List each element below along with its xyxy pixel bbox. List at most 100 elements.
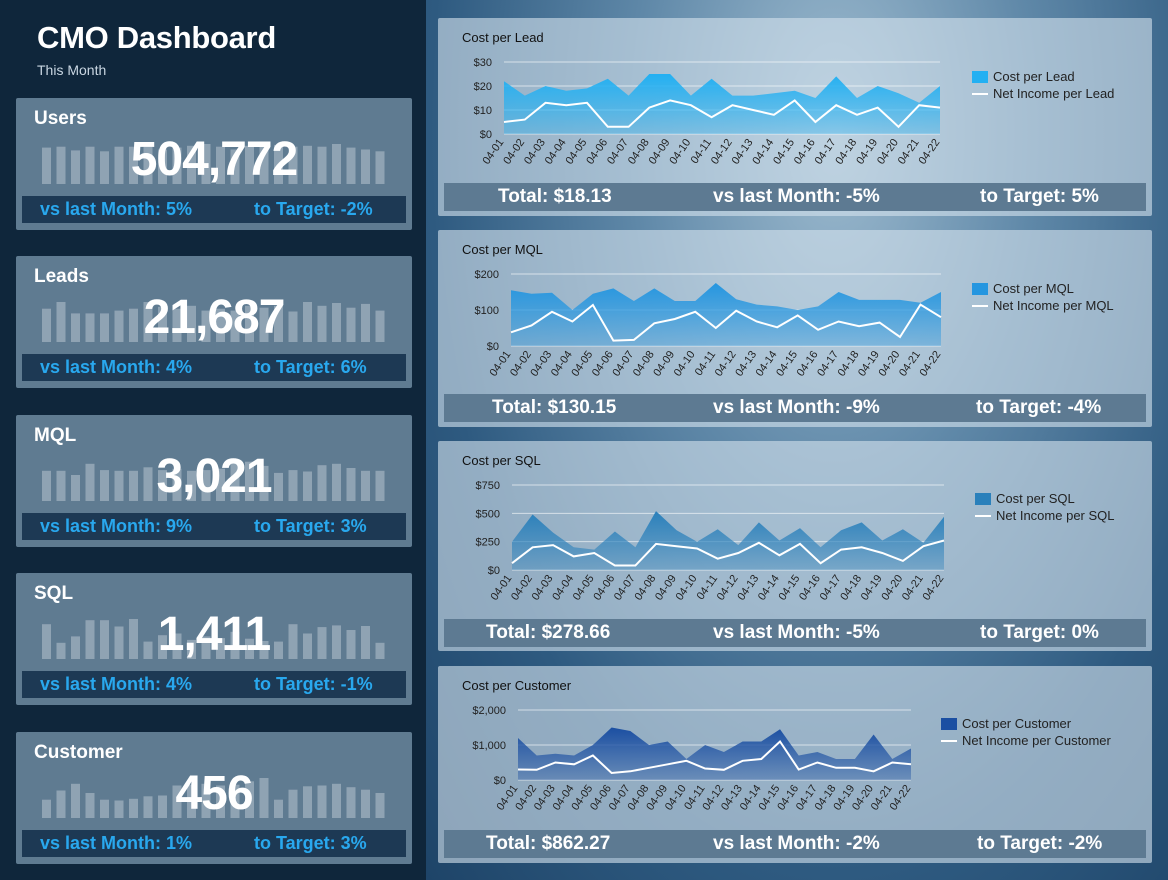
x-tick-label: 04-03 [530, 573, 556, 603]
x-tick-label: 04-10 [672, 349, 698, 379]
kpi-bar [42, 147, 51, 184]
kpi-bar [274, 472, 283, 501]
kpi-value: 456 [175, 767, 253, 820]
kpi-vs-last-month: vs last Month: 5% [40, 199, 193, 219]
kpi-bar [259, 307, 269, 342]
panel-vs-last-month: vs last Month: -9% [713, 397, 880, 418]
legend-area-label: Cost per Lead [993, 69, 1075, 84]
kpi-vs-last-month: vs last Month: 4% [40, 674, 193, 694]
kpi-bar [85, 620, 95, 659]
x-tick-label: 04-14 [756, 573, 782, 603]
x-tick-label: 04-22 [916, 137, 942, 167]
kpi-bar [361, 789, 370, 818]
area-series-cost [518, 727, 911, 780]
kpi-bar [56, 146, 66, 184]
kpi-bar [71, 475, 80, 501]
kpi-bar [56, 790, 66, 818]
kpi-bar [201, 144, 211, 184]
panel-to-target: to Target: 5% [980, 186, 1099, 207]
kpi-card-mql: MQL 3,021 vs last Month: 9% to Target: 3… [16, 415, 412, 547]
kpi-bar [42, 308, 51, 342]
kpi-bar [230, 784, 240, 818]
kpi-value: 504,772 [130, 133, 299, 186]
kpi-bar [361, 470, 370, 501]
kpi-bar [42, 624, 51, 659]
panel-footer: Total: $18.13 vs last Month: -5% to Targ… [444, 183, 1146, 211]
y-tick-label: $1,000 [472, 740, 506, 752]
kpi-bar [361, 303, 370, 342]
x-tick-label: 04-21 [896, 137, 922, 167]
x-tick-label: 04-21 [897, 349, 923, 379]
area-series-cost [512, 511, 944, 570]
kpi-bar [245, 461, 254, 501]
kpi-bar [303, 145, 312, 184]
kpi-bar [56, 642, 66, 659]
x-tick-label: 04-12 [715, 573, 741, 603]
kpi-bar [201, 310, 211, 342]
kpi-sparkbars [40, 461, 388, 501]
kpi-bar [100, 151, 109, 184]
x-tick-label: 04-22 [920, 573, 946, 603]
kpi-bar [346, 307, 356, 342]
kpi-value: 21,687 [143, 291, 286, 344]
kpi-bar [274, 641, 283, 659]
x-tick-label: 04-09 [651, 349, 677, 379]
kpi-bar [143, 302, 153, 342]
x-tick-label: 04-19 [854, 137, 880, 167]
kpi-bar [201, 636, 211, 659]
kpi-bar [100, 470, 109, 501]
x-tick-label: 04-18 [836, 349, 862, 379]
y-tick-label: $100 [475, 305, 499, 317]
kpi-bar [85, 146, 95, 184]
x-tick-label: 04-08 [626, 137, 652, 167]
kpi-to-target: to Target: 3% [254, 516, 367, 536]
kpi-bar [288, 789, 298, 818]
x-tick-label: 04-02 [509, 573, 535, 603]
x-tick-label: 04-16 [795, 349, 821, 379]
x-tick-label: 04-15 [776, 573, 802, 603]
kpi-footer: vs last Month: 4% to Target: 6% [22, 354, 406, 381]
kpi-bar [230, 310, 240, 342]
y-tick-label: $20 [474, 81, 492, 93]
kpi-bar [303, 786, 312, 818]
x-tick-label: 04-20 [879, 573, 905, 603]
legend-area-swatch [972, 282, 988, 295]
kpi-bar [71, 313, 80, 342]
x-tick-label: 04-17 [818, 573, 844, 603]
y-tick-label: $0 [488, 565, 500, 577]
kpi-bar [375, 151, 385, 184]
x-tick-label: 04-03 [528, 349, 554, 379]
kpi-bar [216, 638, 225, 659]
x-tick-label: 04-05 [569, 349, 595, 379]
kpi-bar [114, 626, 124, 659]
kpi-bar [346, 147, 356, 184]
kpi-bar [56, 470, 66, 501]
kpi-to-target: to Target: 6% [254, 357, 367, 377]
y-tick-label: $0 [487, 341, 499, 353]
kpi-bar [288, 624, 298, 659]
kpi-bar [158, 635, 167, 659]
y-tick-label: $0 [480, 129, 492, 141]
x-tick-label: 04-19 [856, 349, 882, 379]
x-tick-label: 04-09 [647, 137, 673, 167]
kpi-footer: vs last Month: 1% to Target: 3% [22, 830, 406, 857]
chart-legend: Cost per Lead Net Income per Lead [972, 68, 1114, 102]
panel-vs-last-month: vs last Month: -2% [713, 833, 880, 854]
kpi-bar [303, 633, 312, 659]
panel-to-target: to Target: -4% [976, 397, 1102, 418]
kpi-bar [332, 303, 341, 342]
chart-title: Cost per SQL [462, 453, 541, 468]
legend-line-swatch [975, 514, 991, 517]
kpi-bar [230, 631, 240, 659]
x-tick-label: 04-05 [564, 137, 590, 167]
chart-legend: Cost per Customer Net Income per Custome… [941, 715, 1111, 749]
chart-title: Cost per MQL [462, 242, 543, 257]
kpi-bar [201, 783, 211, 818]
kpi-bar [201, 470, 211, 501]
legend-area-label: Cost per SQL [996, 491, 1075, 506]
kpi-sparkbars [40, 619, 388, 659]
kpi-bar [42, 799, 51, 818]
kpi-label: MQL [34, 425, 77, 446]
kpi-label: SQL [34, 583, 74, 604]
x-tick-label: 04-19 [859, 573, 885, 603]
